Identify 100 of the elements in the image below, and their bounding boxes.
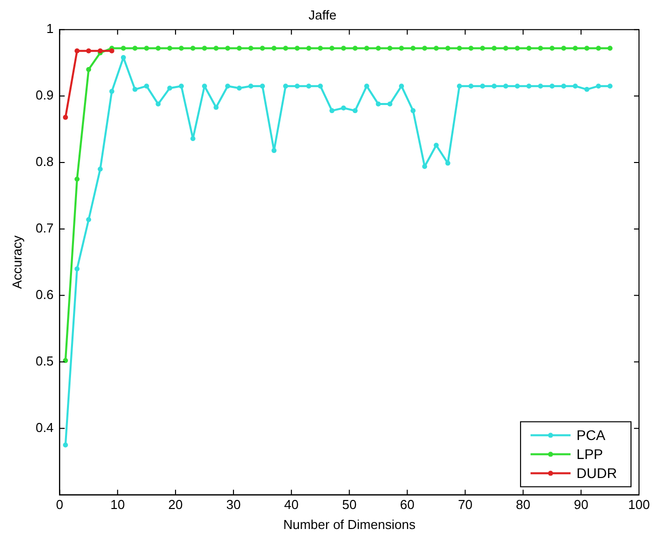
x-tick-label: 40 <box>284 497 299 512</box>
point <box>98 166 103 172</box>
point <box>514 84 520 89</box>
point <box>376 102 381 107</box>
x-tick-label: 70 <box>458 497 472 512</box>
point <box>109 48 114 54</box>
point <box>480 46 486 51</box>
point <box>445 46 450 51</box>
point <box>236 46 242 51</box>
x-tick-label: 10 <box>110 497 125 512</box>
point <box>214 46 219 51</box>
point <box>74 266 80 272</box>
point <box>190 46 196 51</box>
legend-label: LPP <box>576 446 604 462</box>
point <box>190 136 196 142</box>
point <box>364 46 370 51</box>
legend-label: DUDR <box>576 465 618 482</box>
point <box>445 160 450 166</box>
point <box>387 46 392 51</box>
point <box>329 46 334 51</box>
point <box>584 86 590 92</box>
point <box>376 46 381 51</box>
point <box>572 46 578 51</box>
x-tick-label: 100 <box>628 497 650 512</box>
point <box>283 84 288 89</box>
y-tick-label: 0.8 <box>36 154 54 170</box>
point <box>202 46 208 51</box>
point <box>329 108 334 114</box>
y-axis-title: Accuracy <box>9 234 24 289</box>
x-tick-label: 0 <box>56 497 64 512</box>
x-tick-label: 30 <box>226 497 241 512</box>
point <box>410 108 416 114</box>
y-tick-label: 0.9 <box>36 88 54 103</box>
point <box>156 46 161 51</box>
point <box>561 46 566 51</box>
point <box>492 84 497 89</box>
point <box>62 442 68 448</box>
point <box>352 108 358 114</box>
point <box>538 84 544 89</box>
x-tick-label: 20 <box>168 497 183 512</box>
point <box>422 164 428 169</box>
point <box>387 102 392 107</box>
point <box>74 48 80 54</box>
point <box>272 46 277 51</box>
point <box>306 46 312 51</box>
point <box>572 84 578 89</box>
point <box>608 46 613 51</box>
point <box>364 84 370 89</box>
point <box>526 46 532 51</box>
point <box>456 84 462 89</box>
point <box>550 84 555 89</box>
point <box>584 46 590 51</box>
point <box>398 84 404 89</box>
point <box>561 84 566 89</box>
point <box>225 84 230 89</box>
point <box>434 46 439 51</box>
point <box>294 46 300 51</box>
point <box>120 46 126 51</box>
point <box>178 84 184 89</box>
point <box>132 86 138 92</box>
point <box>503 46 508 51</box>
point <box>422 46 428 51</box>
point <box>538 46 544 51</box>
point <box>306 84 312 89</box>
point <box>156 102 161 107</box>
point <box>341 46 346 51</box>
y-tick-label: 0.5 <box>36 353 54 368</box>
point <box>514 46 520 51</box>
point <box>62 114 68 120</box>
point <box>178 46 184 51</box>
chart-title: Jaffe <box>308 7 336 22</box>
point <box>109 88 114 94</box>
point <box>468 46 474 51</box>
point <box>526 84 532 89</box>
point <box>144 46 150 51</box>
point <box>608 84 613 89</box>
point <box>248 46 254 51</box>
point <box>272 148 277 154</box>
point <box>214 104 219 110</box>
point <box>341 106 346 111</box>
x-axis-title: Number of Dimensions <box>283 516 416 532</box>
point <box>456 46 462 51</box>
point <box>248 84 254 89</box>
point <box>260 84 265 89</box>
point <box>167 86 172 91</box>
point <box>225 46 230 51</box>
point <box>398 46 404 51</box>
x-tick-label: 90 <box>574 497 588 512</box>
point <box>86 217 92 222</box>
x-tick-label: 50 <box>342 497 357 512</box>
point <box>318 84 323 89</box>
point <box>86 48 92 54</box>
point <box>294 84 300 89</box>
point <box>480 84 486 89</box>
x-tick-label: 60 <box>400 497 415 512</box>
point <box>260 46 265 51</box>
y-tick-label: 0.6 <box>36 287 54 302</box>
point <box>144 84 150 89</box>
point <box>62 358 68 364</box>
point <box>236 86 242 91</box>
